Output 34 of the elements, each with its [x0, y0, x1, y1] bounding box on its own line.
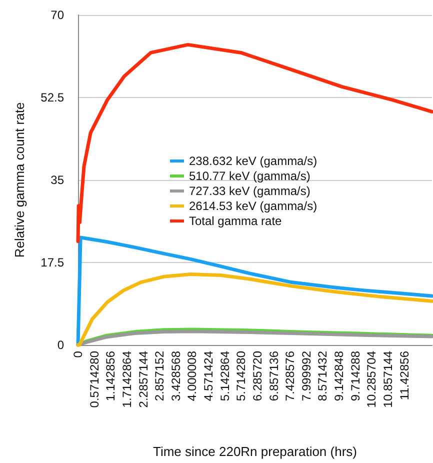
x-tick-label: 5.714280	[234, 350, 248, 402]
x-tick-label: 3.428568	[168, 350, 183, 402]
x-tick-label: 7.428576	[283, 350, 298, 402]
y-tick-label: 0	[57, 338, 64, 352]
y-axis-title: Relative gamma count rate	[12, 102, 27, 258]
x-axis-title: Time since 220Rn preparation (hrs)	[153, 444, 357, 459]
x-tick-label: 2.857152	[152, 350, 167, 402]
x-tick-label: 0.5714280	[87, 350, 102, 408]
legend-label: 727.33 keV (gamma/s)	[189, 184, 310, 198]
legend-label: 238.632 keV (gamma/s)	[189, 154, 318, 168]
x-tick-label: 5.142864	[218, 350, 232, 402]
x-tick-label: 7.999992	[299, 350, 314, 402]
x-tick-label: 6.857136	[266, 350, 281, 402]
x-tick-label: 1.7142864	[120, 350, 134, 408]
x-tick-label: 11.42856	[397, 350, 412, 400]
y-tick-label: 52.5	[40, 90, 64, 104]
legend-label: 510.77 keV (gamma/s)	[189, 169, 310, 183]
y-tick-label: 70	[50, 8, 64, 22]
x-tick-label: 1.142856	[104, 350, 118, 402]
x-tick-label: 4.571424	[202, 350, 216, 402]
x-tick-label: 9.714288	[348, 350, 362, 402]
x-tick-label: 4.000008	[185, 350, 200, 402]
y-tick-label: 17.5	[40, 256, 64, 270]
line-series	[76, 42, 433, 244]
x-tick-label: 8.571432	[316, 350, 330, 402]
legend-label: 2614.53 keV (gamma/s)	[189, 199, 318, 213]
x-tick-label: 0	[71, 350, 85, 358]
x-tick-label: 9.142848	[332, 350, 346, 402]
legend-label: Total gamma rate	[189, 214, 282, 228]
x-tick-label: 6.285720	[250, 350, 264, 402]
y-tick-label: 35	[50, 173, 64, 187]
x-tick-label: 10.857144	[380, 350, 395, 408]
x-tick-label: 2.2857144	[136, 350, 150, 408]
x-tick-label: 10.285704	[364, 350, 379, 408]
